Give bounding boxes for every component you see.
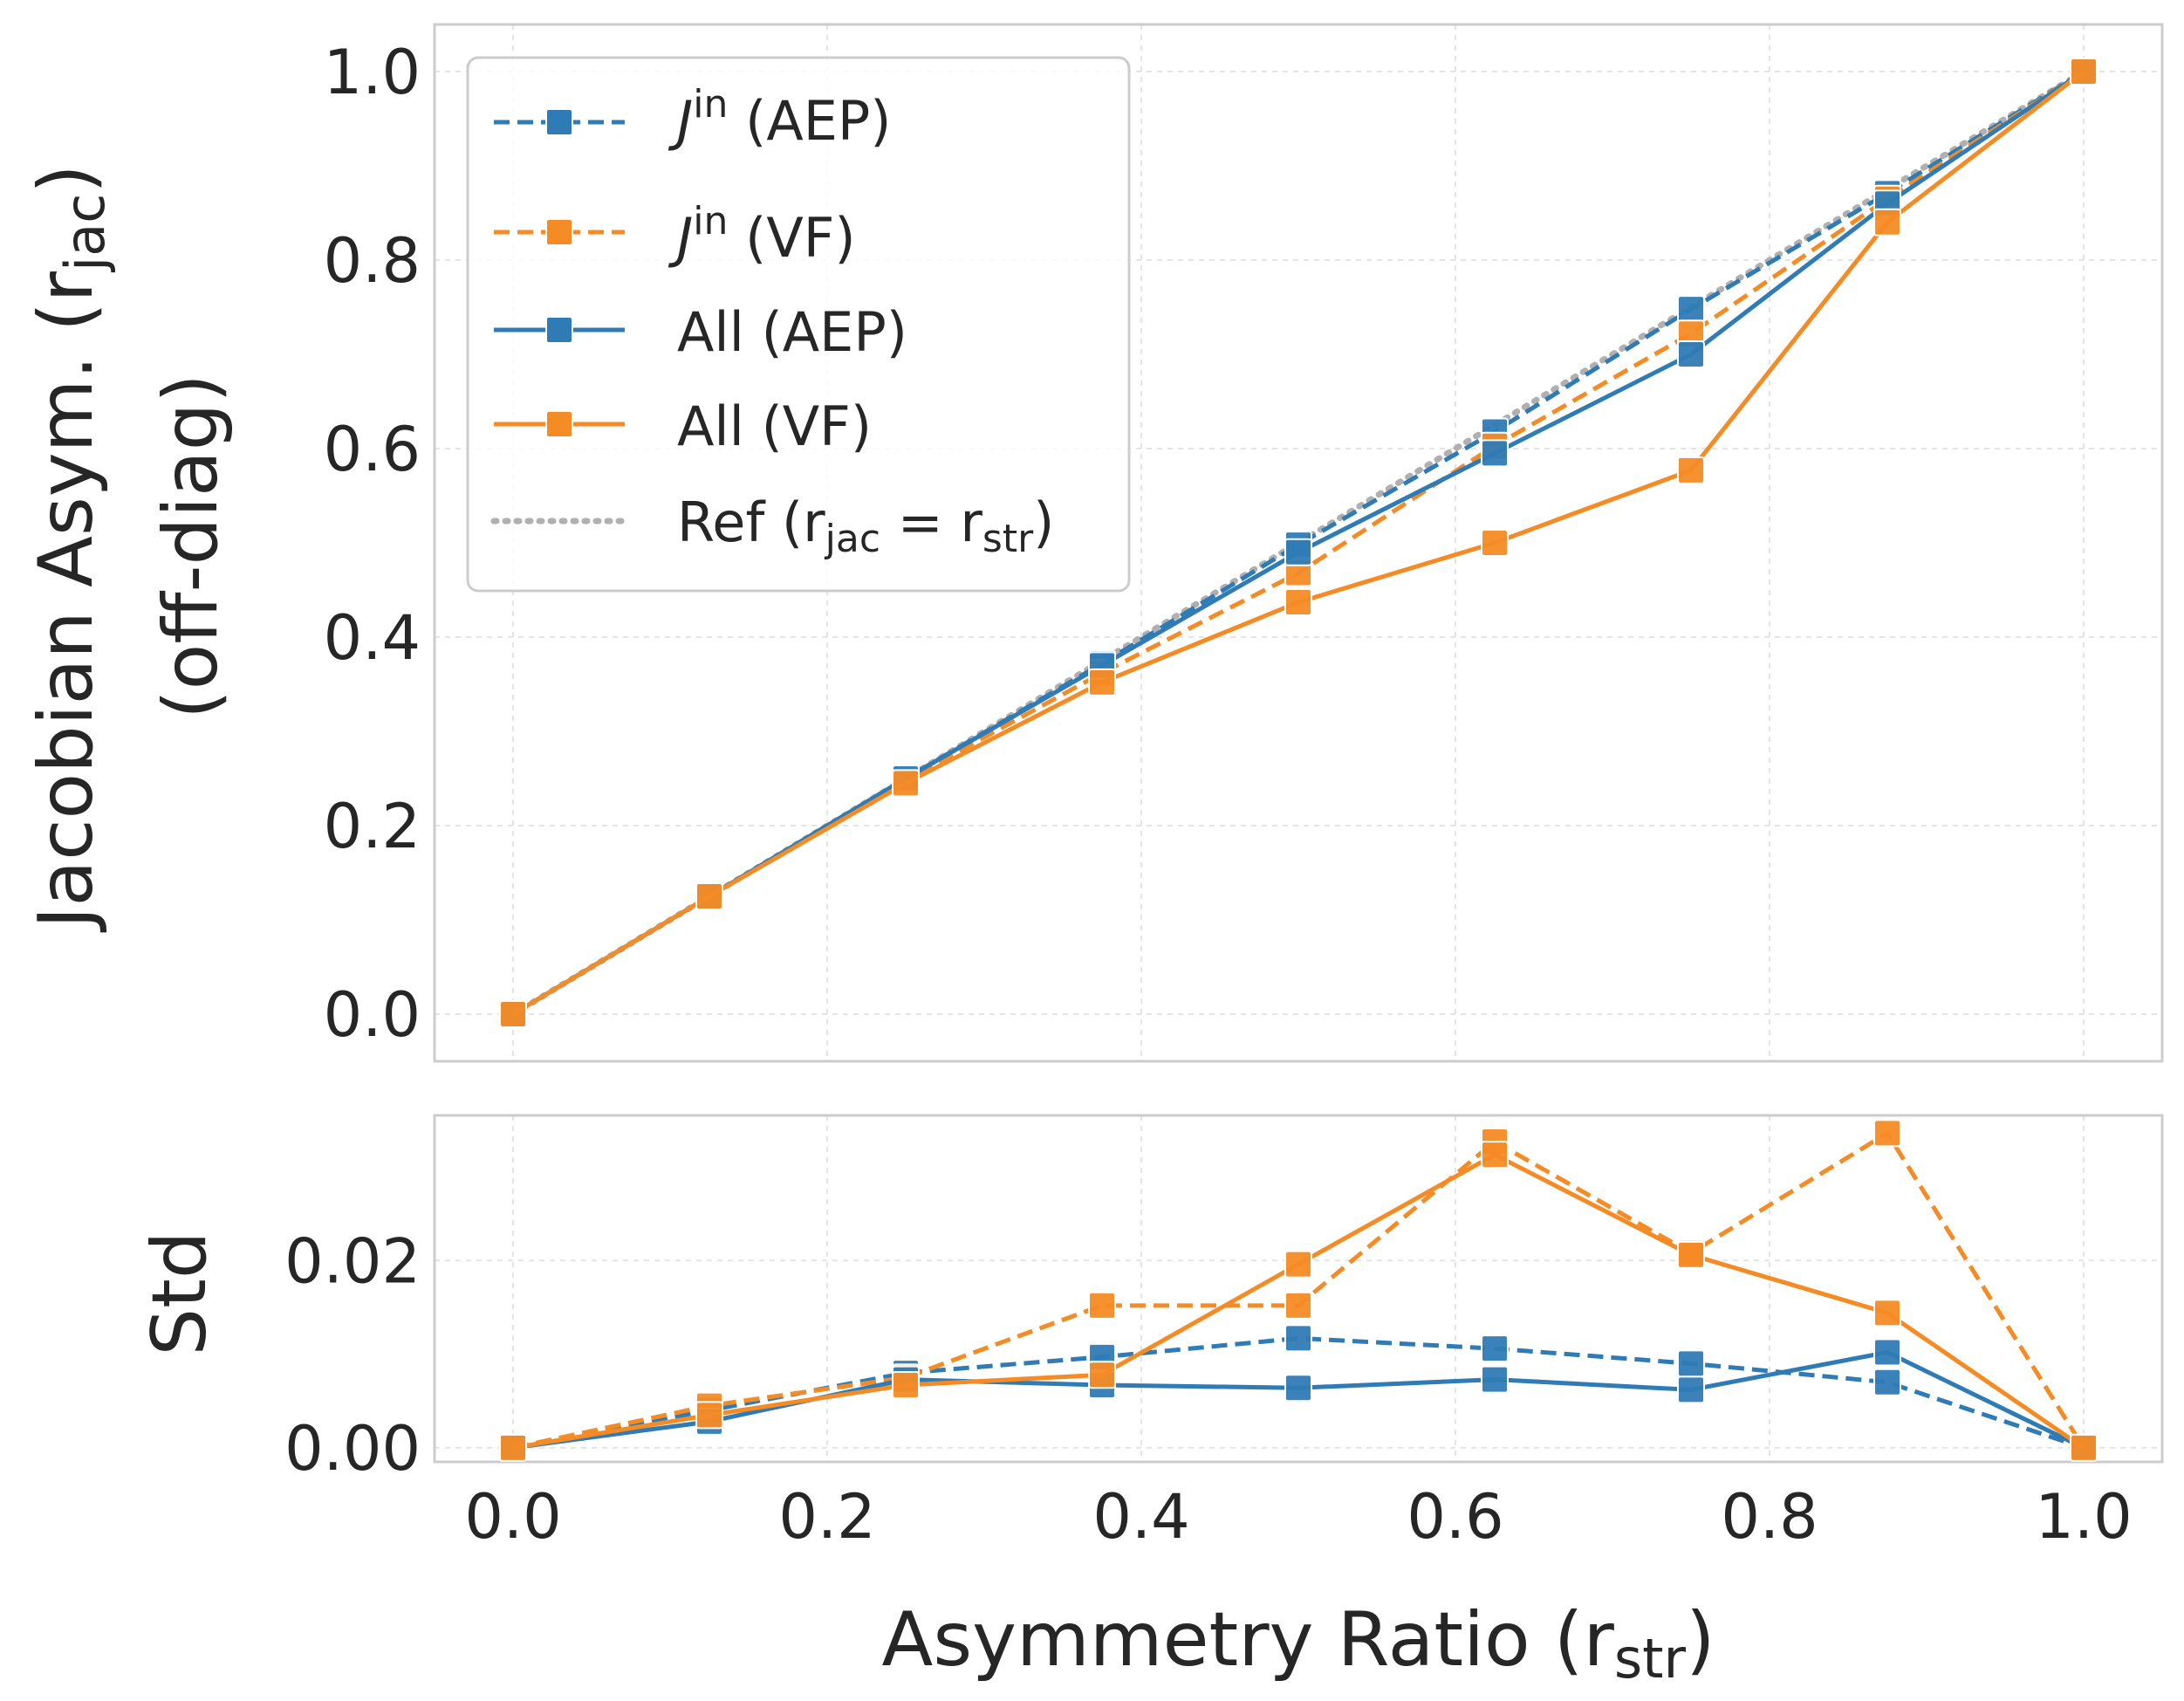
bottom-y-ticks: 0.00 0.02 <box>284 1225 421 1485</box>
legend-marker-jin_aep <box>545 108 573 136</box>
data-point-all_vf <box>1677 456 1705 484</box>
data-point-all_aep <box>1284 1374 1312 1403</box>
x-tick-label: 0.2 <box>778 1481 875 1553</box>
bottom-grid <box>435 1115 2162 1462</box>
data-point-all_vf <box>2070 1433 2098 1462</box>
data-point-all_vf <box>499 1000 527 1028</box>
series-all_vf <box>499 1141 2098 1462</box>
data-point-all_vf <box>1284 588 1312 617</box>
top-axes-frame <box>433 23 2164 1063</box>
y-tick-label: 0.02 <box>284 1225 421 1297</box>
top-y-label: Jacobian Asym. (rjac) <box>23 164 117 933</box>
data-point-all_aep <box>1284 538 1312 566</box>
y-tick-label: 0.00 <box>284 1413 421 1485</box>
y-tick-label: 1.0 <box>324 37 421 108</box>
data-point-all_vf <box>695 882 723 910</box>
x-tick-label: 0.8 <box>1721 1481 1818 1553</box>
x-tick-label: 0.4 <box>1092 1481 1189 1553</box>
legend-marker-jin_vf <box>545 218 573 246</box>
y-tick-label: 0.6 <box>324 414 421 485</box>
data-point-all_aep <box>1677 340 1705 368</box>
data-point-jin_aep <box>1677 295 1705 324</box>
data-point-jin_vf <box>1088 1291 1116 1320</box>
y-tick-label: 0.2 <box>324 791 421 862</box>
y-tick-label: 0.8 <box>324 225 421 297</box>
data-point-all_vf <box>1481 1141 1509 1169</box>
data-point-all_aep <box>1481 439 1509 468</box>
data-point-all_vf <box>1873 208 1901 237</box>
series-all_vf <box>499 58 2098 1028</box>
data-point-jin_vf <box>1284 1291 1312 1320</box>
data-point-all_vf <box>499 1433 527 1462</box>
data-point-all_vf <box>892 1371 920 1400</box>
bottom-axes-frame <box>433 1114 2164 1464</box>
data-point-jin_aep <box>1481 1334 1509 1363</box>
data-point-jin_vf <box>1873 1119 1901 1148</box>
legend-frame <box>466 56 1131 593</box>
legend-marker-all_aep <box>545 316 573 344</box>
series-all_aep <box>499 1338 2098 1462</box>
data-point-all_vf <box>1677 1240 1705 1269</box>
top-y-ticks: 0.0 0.2 0.4 0.6 0.8 1.0 <box>324 37 421 1051</box>
data-point-all_vf <box>1088 668 1116 696</box>
x-tick-label: 0.6 <box>1407 1481 1503 1553</box>
bottom-panel: 0.00 0.02 0.0 0.2 0.4 0.6 0.8 1.0 Std Asymmetr… <box>136 1114 2164 1691</box>
legend-label-all-vf: All (VF) <box>677 394 872 458</box>
data-point-all_vf <box>1284 1250 1312 1279</box>
bottom-y-label: Std <box>136 1231 223 1356</box>
legend-label-ref: Ref (rjac = rstr) <box>677 490 1054 561</box>
data-point-all_vf <box>1481 529 1509 557</box>
data-point-all_aep <box>1481 1365 1509 1394</box>
data-point-jin_aep <box>1284 1324 1312 1353</box>
data-point-all_aep <box>1677 1375 1705 1404</box>
data-point-all_vf <box>1873 1299 1901 1327</box>
top-panel: 0.0 0.2 0.4 0.6 0.8 1.0 Jacobian Asym. (rjac)… <box>23 23 2164 1063</box>
bottom-x-ticks: 0.0 0.2 0.4 0.6 0.8 1.0 <box>464 1481 2132 1553</box>
data-point-jin_aep <box>1873 1368 1901 1396</box>
data-point-all_vf <box>695 1401 723 1430</box>
legend-handles <box>490 108 628 525</box>
bottom-series <box>499 1119 2098 1462</box>
y-tick-label: 0.4 <box>324 602 421 674</box>
data-point-all_vf <box>2070 58 2098 86</box>
legend: Jin (AEP) Jin (VF) All (AEP) All (VF) Re… <box>466 56 1131 593</box>
top-series <box>499 58 2098 1028</box>
data-point-all_aep <box>1873 1338 1901 1367</box>
data-point-all_vf <box>892 769 920 798</box>
legend-marker-all_vf <box>545 410 573 438</box>
x-tick-label: 0.0 <box>464 1481 561 1553</box>
data-point-all_vf <box>1088 1361 1116 1389</box>
top-y-label-line2: (off-diag) <box>147 374 235 719</box>
data-point-jin_aep <box>1677 1349 1705 1378</box>
y-tick-label: 0.0 <box>324 979 421 1051</box>
x-tick-label: 1.0 <box>2035 1481 2132 1553</box>
legend-label-all-aep: All (AEP) <box>677 300 907 364</box>
x-axis-label: Asymmetry Ratio (rstr) <box>881 1596 1715 1691</box>
